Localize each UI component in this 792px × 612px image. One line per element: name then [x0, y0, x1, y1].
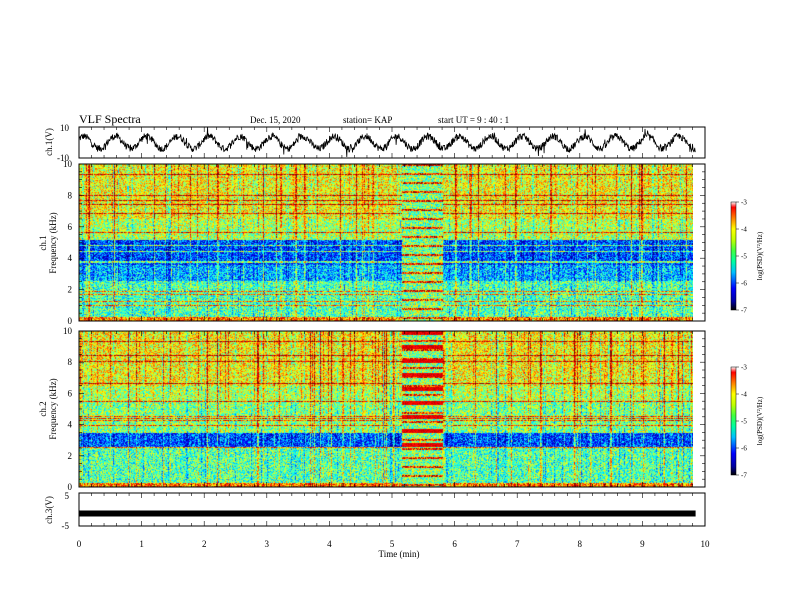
- y-tick-label: 8: [68, 357, 73, 367]
- ch1-colorbar: -3 -4 -5 -6 -7 log(PSD)(V²/Hz): [730, 199, 764, 315]
- ch2-spectrogram-ylabel-channel: ch.2: [38, 401, 48, 416]
- x-axis-tick-labels: 0 1 2 3 4 5 6 7 8 9 10: [77, 539, 710, 549]
- ch2-spectrogram-image: [79, 331, 693, 487]
- ch1-frame: [78, 126, 706, 159]
- colorbar-tick-label: -5: [741, 418, 747, 426]
- y-tick-label: 8: [68, 190, 73, 200]
- ch1-spectrogram-ylabel-channel: ch.1: [38, 235, 48, 250]
- ch1-ytick-bottom: -10: [57, 153, 69, 163]
- y-tick-label: 6: [68, 388, 73, 398]
- x-tick-label: 3: [265, 539, 270, 549]
- x-tick-label: 5: [390, 539, 395, 549]
- ch2-spectrogram-panel: 0 2 4 6 8 10 ch.2 Frequency (kHz): [38, 326, 706, 492]
- ch3-signal-band: [79, 510, 696, 517]
- colorbar-tick-label: -4: [741, 391, 747, 399]
- ch1-ytick-top: 10: [60, 123, 70, 133]
- x-tick-label: 2: [202, 539, 207, 549]
- ch1-spectrogram-yticks: 0 2 4 6 8 10: [63, 159, 705, 326]
- ch3-ytick-top: 5: [65, 491, 70, 501]
- colorbar-tick-label: -3: [741, 199, 747, 207]
- x-tick-label: 1: [139, 539, 144, 549]
- ch1-waveform-line: [78, 126, 696, 158]
- x-tick-label: 6: [452, 539, 457, 549]
- x-tick-label: 10: [701, 539, 711, 549]
- y-tick-label: 2: [68, 285, 73, 295]
- ch1-spectrogram-ylabel-freq: Frequency (kHz): [48, 212, 58, 273]
- x-tick-label: 7: [515, 539, 520, 549]
- y-tick-label: 4: [68, 253, 73, 263]
- start-time-label: start UT = 9 : 40 : 1: [438, 115, 509, 125]
- colorbar-tick-label: -5: [741, 253, 747, 261]
- y-tick-label: 0: [68, 482, 73, 492]
- ch3-ytick-bottom: -5: [62, 521, 70, 531]
- y-tick-label: 4: [68, 420, 73, 430]
- colorbar-tick-label: -3: [741, 364, 747, 372]
- x-tick-label: 0: [77, 539, 82, 549]
- x-tick-label: 8: [578, 539, 583, 549]
- date-label: Dec. 15, 2020: [250, 115, 301, 125]
- ch2-colorbar-gradient: [730, 366, 737, 476]
- chart-title: VLF Spectra: [79, 112, 141, 126]
- ch1-ylabel: ch.1(V): [44, 128, 54, 156]
- ch1-waveform-panel: 10 -10 ch.1(V): [44, 123, 706, 163]
- colorbar-tick-label: -6: [741, 445, 747, 453]
- ch1-spectrogram-panel: 0 2 4 6 8 10 ch.1 Frequency (kHz): [38, 159, 706, 326]
- colorbar-tick-label: -6: [741, 280, 747, 288]
- ch1-colorbar-ticks: -3 -4 -5 -6 -7: [736, 199, 747, 315]
- x-tick-label: 9: [640, 539, 645, 549]
- colorbar-tick-label: -7: [741, 472, 747, 480]
- ch1-colorbar-gradient: [730, 201, 737, 311]
- ch2-colorbar: -3 -4 -5 -6 -7 log(PSD)(V²/Hz): [730, 364, 764, 480]
- y-tick-label: 2: [68, 451, 73, 461]
- x-tick-label: 4: [327, 539, 332, 549]
- ch3-ylabel: ch.3(V): [44, 496, 54, 524]
- y-tick-label: 0: [68, 316, 73, 326]
- ch2-spectrogram-ylabel-freq: Frequency (kHz): [48, 378, 58, 439]
- ch2-colorbar-ticks: -3 -4 -5 -6 -7: [736, 364, 747, 480]
- colorbar-tick-label: -7: [741, 307, 747, 315]
- ch1-colorbar-label: log(PSD)(V²/Hz): [756, 231, 764, 280]
- y-tick-label: 10: [63, 326, 73, 336]
- x-axis-ticks: [78, 127, 706, 526]
- x-axis-label: Time (min): [379, 549, 420, 559]
- ch2-spectrogram-yticks: 0 2 4 6 8 10: [63, 326, 705, 492]
- ch1-spectrogram-image: [79, 164, 693, 321]
- colorbar-tick-label: -4: [741, 226, 747, 234]
- y-tick-label: 10: [63, 159, 73, 169]
- station-label: station= KAP: [343, 115, 392, 125]
- ch3-signal-panel: 5 -5 ch.3(V): [44, 491, 706, 531]
- ch2-colorbar-label: log(PSD)(V²/Hz): [756, 396, 764, 445]
- y-tick-label: 6: [68, 222, 73, 232]
